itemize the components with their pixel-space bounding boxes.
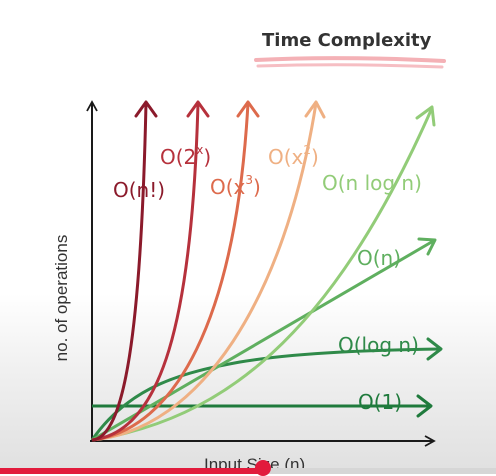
label-factorial: O(n!) (113, 178, 165, 202)
curve-exp2 (91, 100, 210, 442)
curve-quadratic (91, 100, 326, 442)
curve-factorial (91, 100, 158, 442)
label-linear: O(n) (357, 246, 401, 270)
page-title: Time Complexity (262, 30, 432, 51)
curve-linear (91, 237, 437, 442)
curve-log (90, 337, 443, 441)
title-block: Time Complexity (254, 28, 446, 72)
curve-cubic (91, 100, 260, 442)
label-cubic: O(x3) (210, 173, 261, 199)
curve-nlogn (91, 105, 436, 442)
label-quadratic: O(x2) (268, 143, 319, 169)
label-exp2: O(2x) (160, 143, 211, 169)
label-log: O(log n) (338, 333, 419, 357)
label-nlogn: O(n log n) (322, 171, 422, 195)
label-constant: O(1) (358, 390, 402, 414)
video-progress-fill (0, 468, 263, 474)
video-progress-bar[interactable] (0, 460, 496, 476)
video-scrub-handle[interactable] (254, 460, 271, 476)
title-highlight (254, 56, 446, 69)
